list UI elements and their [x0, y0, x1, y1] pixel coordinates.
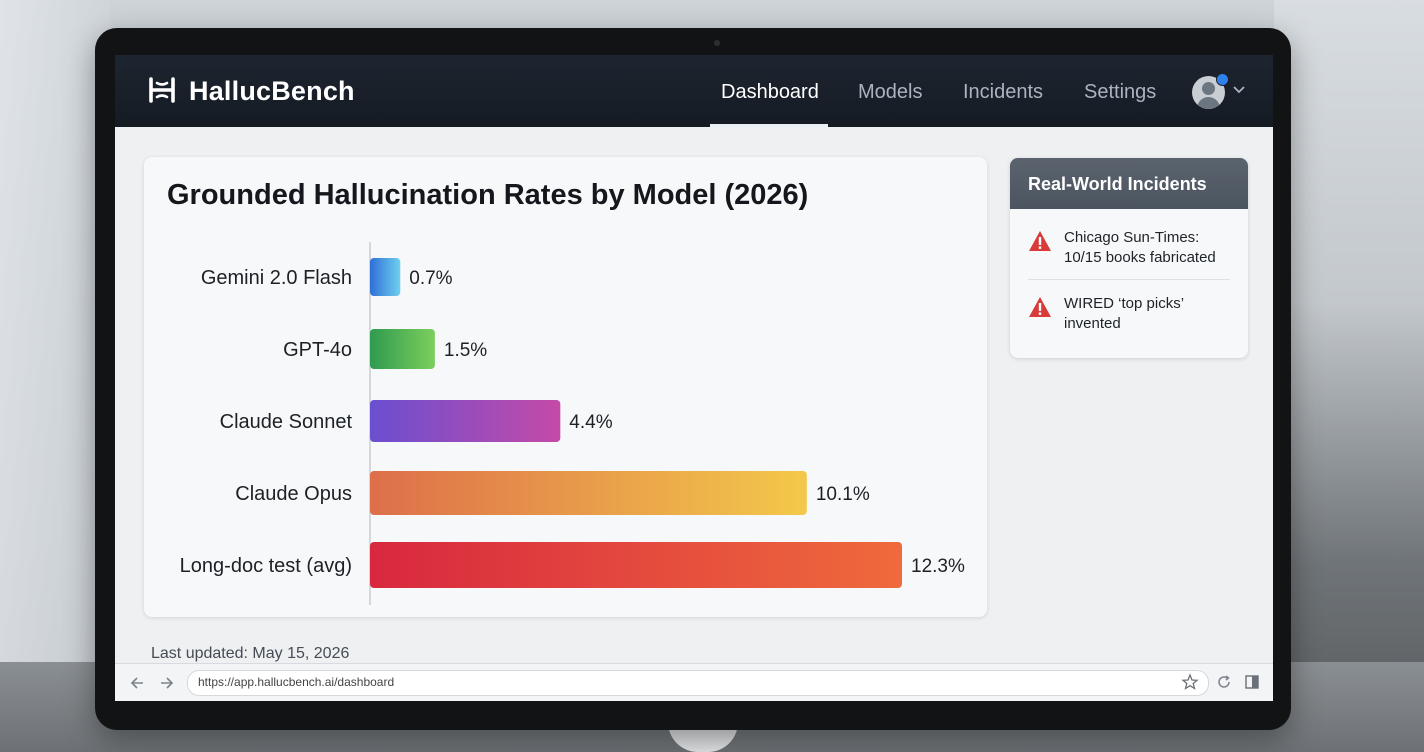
- incident-divider: [1028, 279, 1230, 280]
- value-label: 0.7%: [409, 268, 452, 289]
- webcam: [714, 40, 720, 46]
- address-bar[interactable]: https://app.hallucbench.ai/dashboard: [187, 670, 1209, 696]
- warning-icon: [1029, 231, 1051, 251]
- forward-arrow-icon[interactable]: [157, 674, 175, 692]
- screen: HallucBench Dashboard Models Incidents S…: [115, 55, 1273, 701]
- value-label: 1.5%: [444, 340, 487, 361]
- background-window: [0, 0, 110, 752]
- avatar-head: [1202, 82, 1215, 95]
- browser-toolbar: https://app.hallucbench.ai/dashboard: [115, 663, 1273, 701]
- nav-models[interactable]: Models: [858, 81, 923, 103]
- chevron-down-icon[interactable]: [1232, 85, 1246, 95]
- category-label: Long-doc test (avg): [180, 555, 352, 577]
- bar[interactable]: [370, 258, 401, 296]
- chart-card: Grounded Hallucination Rates by Model (2…: [144, 157, 987, 617]
- warning-icon: [1029, 297, 1051, 317]
- category-label: Gemini 2.0 Flash: [201, 267, 352, 289]
- incidents-card: Real-World Incidents Chicago Sun-Times: …: [1010, 158, 1248, 358]
- incident-text: Chicago Sun-Times: 10/15 books fabricate…: [1064, 229, 1216, 266]
- category-label: Claude Sonnet: [220, 411, 353, 433]
- last-updated: Last updated: May 15, 2026: [151, 645, 350, 662]
- category-label: GPT-4o: [283, 339, 352, 361]
- notification-badge[interactable]: [1216, 73, 1229, 86]
- background-office: [1274, 0, 1424, 752]
- bar[interactable]: [370, 542, 902, 588]
- value-label: 10.1%: [816, 484, 870, 505]
- nav-incidents[interactable]: Incidents: [963, 81, 1044, 103]
- star-icon[interactable]: [1181, 673, 1199, 691]
- bar-chart: Gemini 2.0 Flash 0.7% GPT-4o 1.5% Claude Son…: [180, 242, 965, 605]
- category-label: Claude Opus: [235, 483, 352, 505]
- nav-dashboard[interactable]: Dashboard: [721, 81, 819, 103]
- active-nav-indicator: [710, 124, 828, 127]
- back-arrow-icon[interactable]: [129, 674, 147, 692]
- url-text: https://app.hallucbench.ai/dashboard: [198, 675, 395, 689]
- logo-icon[interactable]: [145, 73, 179, 107]
- brand-name[interactable]: HallucBench: [189, 76, 355, 106]
- incidents-title: Real-World Incidents: [1028, 174, 1207, 194]
- bar[interactable]: [370, 400, 561, 442]
- bar[interactable]: [370, 329, 435, 369]
- avatar-body: [1197, 97, 1220, 109]
- sidebar-toggle-icon[interactable]: [1243, 673, 1261, 691]
- bar[interactable]: [370, 471, 807, 515]
- value-label: 4.4%: [569, 412, 612, 433]
- value-label: 12.3%: [911, 556, 965, 577]
- incidents-header: [1010, 158, 1248, 209]
- reload-icon[interactable]: [1215, 673, 1233, 691]
- incident-text: WIRED ‘top picks’ invented: [1064, 295, 1184, 332]
- nav-settings[interactable]: Settings: [1084, 81, 1157, 103]
- top-navbar: HallucBench Dashboard Models Incidents S…: [115, 55, 1273, 127]
- chart-title: Grounded Hallucination Rates by Model (2…: [167, 179, 809, 211]
